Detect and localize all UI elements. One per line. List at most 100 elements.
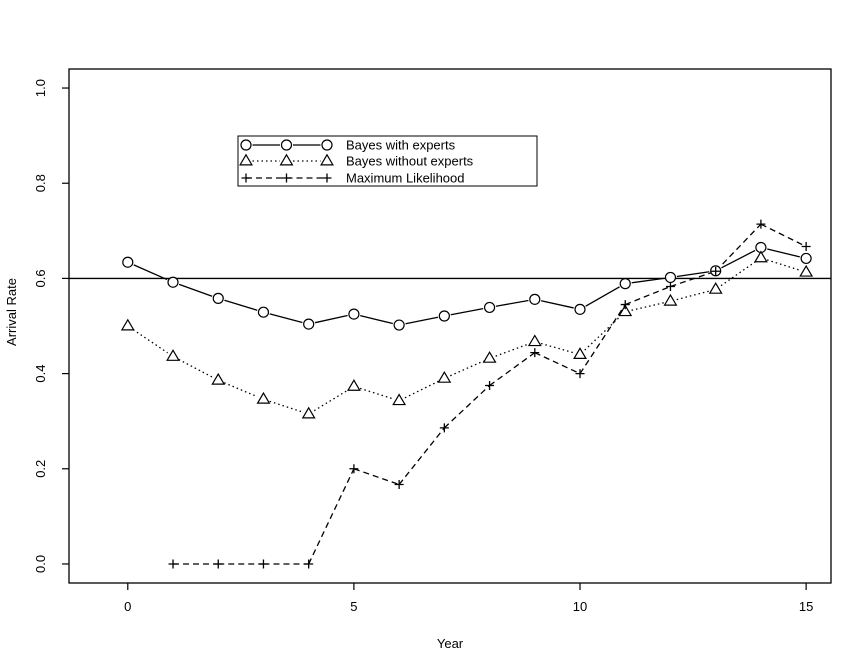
series-1-segment — [767, 248, 800, 258]
y-tick-label: 0.6 — [33, 269, 48, 287]
legend-item: Maximum Likelihood — [241, 171, 465, 186]
series-3-point — [575, 369, 585, 379]
series-2-segment — [223, 382, 258, 398]
legend-marker — [321, 139, 333, 151]
legend-label: Bayes with experts — [346, 138, 456, 153]
series-1 — [122, 241, 812, 331]
series-3-segment — [353, 468, 400, 486]
series-1-segment — [721, 249, 756, 269]
series-3-point — [349, 464, 359, 474]
series-2-segment — [450, 360, 484, 377]
series-3-segment — [624, 285, 671, 306]
legend-marker — [282, 173, 291, 183]
series-2-point — [482, 350, 497, 363]
legend-marker — [279, 153, 294, 166]
series-2-point — [753, 250, 768, 263]
series-2-segment — [676, 290, 710, 301]
series-1-segment — [495, 299, 529, 307]
series-3-point — [258, 559, 268, 569]
series-2-segment — [540, 342, 574, 354]
series-3-segment — [579, 304, 626, 374]
legend-marker — [240, 139, 252, 151]
series-3-segment — [760, 223, 807, 248]
series-2-point — [527, 334, 542, 347]
series-1-segment — [178, 283, 213, 297]
legend-label: Maximum Likelihood — [346, 171, 465, 186]
series-2-point — [618, 304, 633, 317]
series-3-point — [711, 266, 721, 276]
series-3-point — [485, 380, 495, 390]
series-2-segment — [631, 302, 665, 311]
y-tick-label: 1.0 — [33, 79, 48, 97]
series-2-point — [392, 393, 407, 406]
series-2-point — [799, 264, 814, 277]
series-1-segment — [450, 308, 484, 316]
series-2-point — [708, 281, 723, 294]
legend-marker — [280, 139, 293, 151]
x-tick-label: 10 — [573, 599, 587, 614]
series-3-segment — [534, 352, 581, 375]
series-3-point — [439, 423, 449, 433]
y-tick-label: 0.4 — [33, 365, 48, 383]
legend-marker — [322, 173, 332, 183]
y-tick-label: 0.2 — [33, 460, 48, 478]
x-tick-label: 15 — [799, 599, 813, 614]
series-2-segment — [584, 315, 621, 351]
series-3 — [168, 219, 811, 569]
series-1-point — [167, 276, 179, 288]
x-tick-label: 5 — [350, 599, 357, 614]
legend-item: Bayes without experts — [239, 153, 474, 169]
series-2-point — [437, 370, 452, 383]
series-2-point — [166, 349, 180, 361]
series-3-point — [620, 300, 630, 310]
series-3-point — [801, 242, 811, 252]
legend-marker — [239, 153, 253, 166]
series-2-segment — [359, 387, 394, 400]
series-1-point — [619, 278, 631, 290]
series-3-segment — [443, 385, 491, 429]
series-2-point — [346, 379, 361, 391]
y-tick-label: 0.8 — [33, 174, 48, 192]
series-2-segment — [766, 259, 801, 271]
series-1-point — [800, 252, 812, 265]
series-1-segment — [631, 277, 665, 284]
legend-label: Bayes without experts — [346, 154, 474, 169]
series-lines-layer — [132, 223, 807, 565]
series-1-point — [303, 318, 315, 330]
series-2-segment — [269, 400, 303, 413]
series-1-point — [529, 293, 541, 305]
series-2-point — [663, 293, 678, 306]
series-1-segment — [314, 314, 348, 324]
series-1-segment — [540, 300, 574, 309]
series-3-point — [168, 559, 178, 569]
series-points-layer — [120, 219, 814, 569]
y-axis: 0.0 0.2 0.4 0.6 0.8 1.0 — [33, 79, 69, 573]
plot-frame — [68, 68, 832, 584]
series-2 — [120, 250, 814, 419]
series-1-point — [257, 306, 270, 318]
x-tick-label: 0 — [124, 599, 131, 614]
series-1-segment — [360, 314, 393, 325]
series-1-point — [483, 301, 496, 314]
series-1-point — [574, 303, 586, 315]
series-2-point — [573, 347, 587, 359]
series-1-point — [212, 292, 224, 304]
series-2-segment — [313, 389, 349, 412]
series-1-segment — [585, 286, 620, 307]
legend-marker — [241, 173, 251, 183]
series-2-point — [211, 372, 226, 385]
series-3-point — [304, 559, 314, 569]
series-2-point — [301, 406, 316, 419]
x-axis: 0 5 10 15 — [124, 583, 813, 614]
series-3-segment — [670, 270, 716, 288]
series-1-point — [122, 256, 134, 268]
series-3-point — [394, 479, 404, 489]
series-2-segment — [132, 329, 168, 354]
series-1-segment — [405, 316, 439, 325]
series-1-point — [393, 319, 405, 331]
x-axis-label: Year — [437, 636, 464, 651]
y-axis-label: Arrival Rate — [4, 278, 19, 346]
series-1-segment — [224, 299, 258, 311]
